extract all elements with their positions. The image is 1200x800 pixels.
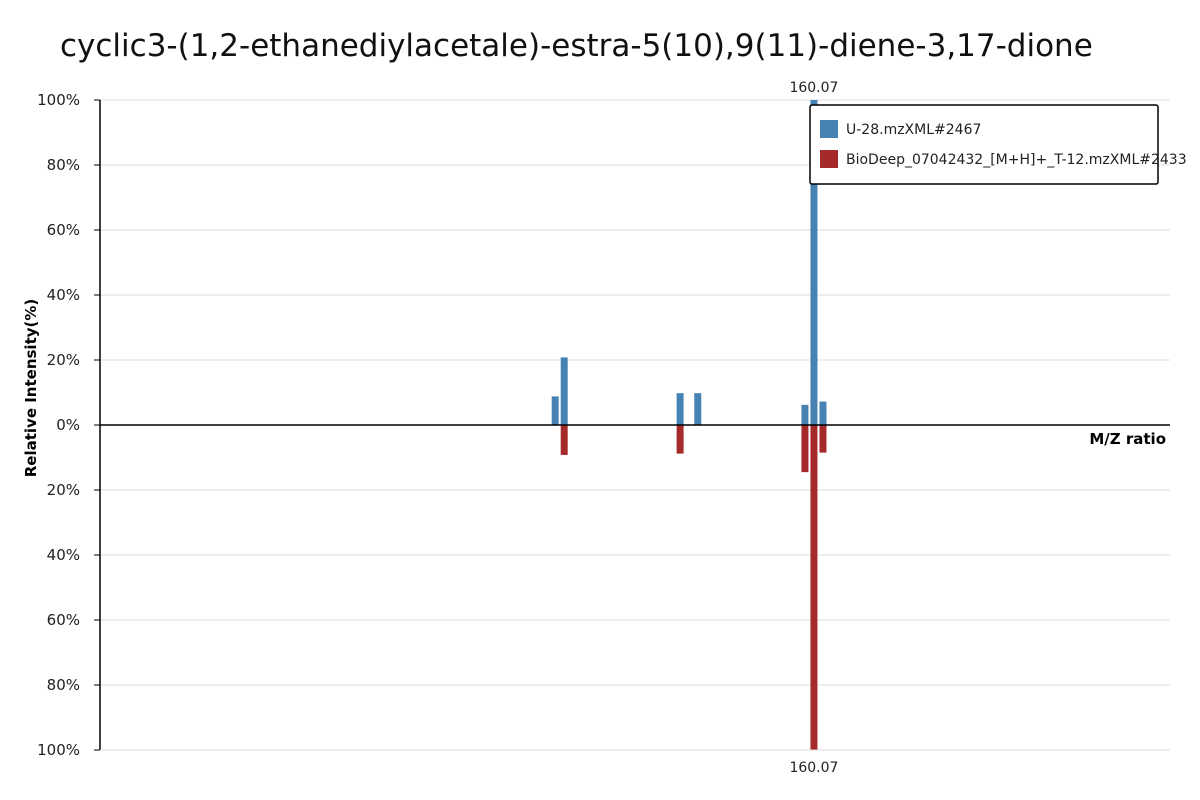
axes [99, 100, 1170, 751]
spectrum-bars [551, 100, 827, 750]
legend-label-series-2: BioDeep_07042432_[M+H]+_T-12.mzXML#2433 [846, 152, 1187, 168]
legend: U-28.mzXML#2467 BioDeep_07042432_[M+H]+_… [809, 104, 1187, 185]
bar-down-series-2 [676, 425, 684, 454]
bar-down-series-2 [801, 425, 809, 473]
bar-up-series-1 [676, 393, 684, 425]
legend-swatch-series-2 [820, 150, 838, 168]
legend-label-series-1: U-28.mzXML#2467 [846, 122, 981, 138]
bar-up-series-1 [551, 396, 559, 425]
bar-down-series-2 [819, 425, 827, 453]
y-tick-label: 80% [47, 156, 80, 174]
bar-up-series-1 [560, 357, 568, 425]
y-tick-label: 60% [47, 221, 80, 239]
legend-box [809, 104, 1159, 185]
bar-down-series-2 [560, 425, 568, 455]
y-axis-ticks: 0% 20% 40% 60% 80% 100% 20% 40% 60% 80% 100% [37, 91, 100, 759]
y-tick-label: 0% [56, 416, 80, 434]
peak-label-bottom: 160.07 [789, 760, 838, 776]
peak-label-top: 160.07 [789, 80, 838, 96]
y-axis-title: Relative Intensity(%) [22, 299, 40, 478]
bar-up-series-1 [801, 404, 809, 425]
y-tick-label: 20% [47, 351, 80, 369]
bar-up-series-1 [694, 393, 702, 425]
y-tick-label: 100% [37, 741, 80, 759]
bar-down-series-2 [810, 425, 818, 750]
y-tick-label: 60% [47, 611, 80, 629]
chart-title: cyclic3-(1,2-ethanediylacetale)-estra-5(… [60, 28, 1093, 64]
y-tick-label: 100% [37, 91, 80, 109]
legend-swatch-series-1 [820, 120, 838, 138]
y-tick-label: 40% [47, 546, 80, 564]
x-axis-title: M/Z ratio [1089, 430, 1166, 448]
y-tick-label: 80% [47, 676, 80, 694]
y-tick-label: 40% [47, 286, 80, 304]
y-tick-label: 20% [47, 481, 80, 499]
bar-up-series-1 [819, 401, 827, 425]
bar-up-series-1 [810, 100, 818, 425]
